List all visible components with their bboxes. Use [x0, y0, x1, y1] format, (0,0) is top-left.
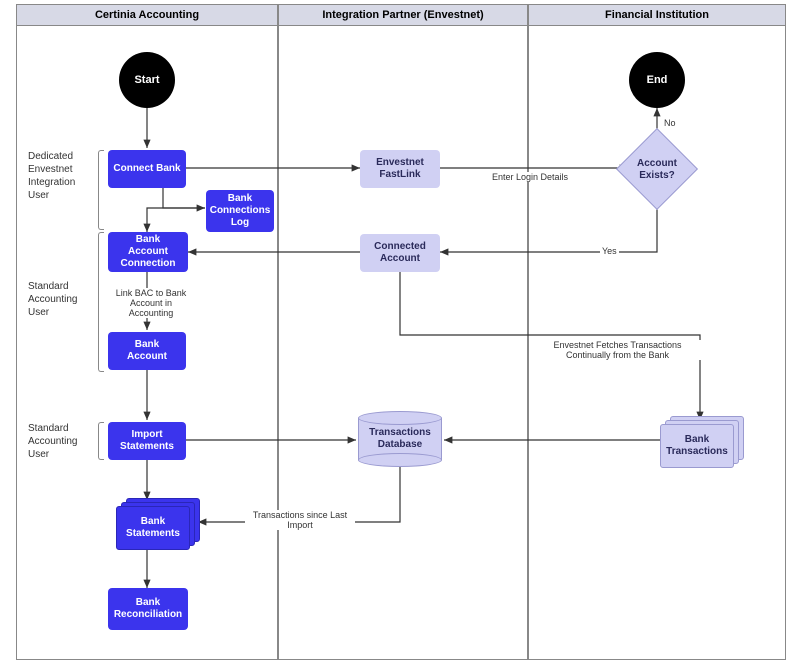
node-label: BankConnectionsLog — [210, 193, 271, 229]
bank-transactions-node: BankTransactions — [660, 416, 744, 470]
node-label: BankStatements — [126, 516, 180, 540]
node-label: EnvestnetFastLink — [376, 157, 424, 181]
flowchart-canvas: Certinia Accounting Integration Partner … — [0, 0, 800, 664]
node-label: BankAccount — [127, 339, 167, 363]
bracket-2 — [98, 232, 104, 372]
edge-label-link-bac: Link BAC to Bank Account in Accounting — [106, 288, 196, 318]
edge-label-since-import: Transactions since Last Import — [245, 510, 355, 530]
bank-reconciliation-node: BankReconciliation — [108, 588, 188, 630]
bank-statements-node: BankStatements — [116, 498, 200, 552]
side-label-1: Dedicated Envestnet Integration User — [28, 150, 94, 202]
edge-label-yes: Yes — [600, 246, 619, 256]
import-statements-node: ImportStatements — [108, 422, 186, 460]
node-label: TransactionsDatabase — [369, 427, 431, 451]
node-label: Start — [134, 74, 159, 86]
bank-account-node: BankAccount — [108, 332, 186, 370]
connected-account-node: ConnectedAccount — [360, 234, 440, 272]
account-exists-label: Account Exists? — [622, 158, 692, 182]
edge-label-fetch: Envestnet Fetches Transactions Continual… — [530, 340, 705, 360]
bracket-1 — [98, 150, 104, 230]
start-node: Start — [119, 52, 175, 108]
side-label-3: Standard Accounting User — [28, 422, 94, 461]
node-label: Account Exists? — [637, 158, 677, 181]
node-label: ConnectedAccount — [374, 241, 426, 265]
bracket-3 — [98, 422, 104, 460]
label-text: Standard Accounting User — [28, 281, 77, 318]
transactions-db-node: TransactionsDatabase — [358, 418, 442, 460]
node-label: ImportStatements — [120, 429, 174, 453]
node-label: Connect Bank — [113, 163, 180, 175]
bank-account-connection-node: BankAccountConnection — [108, 232, 188, 272]
bank-connections-log-node: BankConnectionsLog — [206, 190, 274, 232]
node-label: BankAccountConnection — [121, 234, 176, 270]
node-label: End — [647, 74, 668, 86]
connect-bank-node: Connect Bank — [108, 150, 186, 188]
end-node: End — [629, 52, 685, 108]
node-label: BankTransactions — [666, 434, 728, 458]
label-text: Standard Accounting User — [28, 423, 77, 460]
node-label: BankReconciliation — [114, 597, 182, 621]
label-text: Dedicated Envestnet Integration User — [28, 151, 75, 201]
fastlink-node: EnvestnetFastLink — [360, 150, 440, 188]
edge-label-login: Enter Login Details — [480, 172, 580, 182]
side-label-2: Standard Accounting User — [28, 280, 94, 319]
edge-label-no: No — [662, 118, 678, 128]
